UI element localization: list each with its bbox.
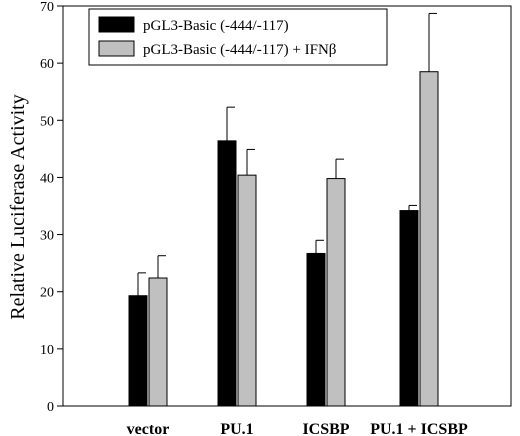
legend-label-series-1: pGL3-Basic (-444/-117): [143, 18, 289, 34]
legend-label-series-2: pGL3-Basic (-444/-117) + IFNβ: [143, 42, 336, 58]
bar-series1-3: [399, 210, 419, 407]
y-axis-title: Relative Luciferase Activity: [7, 94, 29, 319]
bar-series1-1: [217, 140, 237, 407]
x-category-label-2: ICSBP: [302, 421, 349, 436]
y-tick-label-30: 30: [40, 229, 54, 244]
x-category-label-1: PU.1: [220, 421, 253, 436]
plot-frame: [62, 5, 512, 407]
y-tick-label-40: 40: [40, 171, 54, 186]
bar-series2-3: [419, 71, 439, 407]
legend-frame: [88, 8, 388, 66]
bar-series1-2: [306, 252, 326, 407]
plot-area: 0 10 20 30 40 50 60 70 vector PU.1 ICSBP PU.1 + ICS…: [40, 0, 512, 436]
y-tick-label-20: 20: [40, 286, 54, 301]
bar-series2-2: [326, 178, 346, 407]
y-tick-label-70: 70: [40, 0, 54, 15]
bar-series2-0: [148, 277, 168, 407]
x-category-label-3: PU.1 + ICSBP: [370, 421, 468, 436]
legend-swatch-series-1: [98, 16, 135, 33]
y-tick-label-0: 0: [47, 400, 54, 415]
bar-series2-1: [237, 174, 257, 407]
y-tick-label-10: 10: [40, 343, 54, 358]
y-tick-label-50: 50: [40, 114, 54, 129]
y-tick-label-60: 60: [40, 57, 54, 72]
legend: pGL3-Basic (-444/-117) pGL3-Basic (-444/…: [88, 8, 388, 66]
x-category-label-0: vector: [127, 421, 170, 436]
legend-swatch-series-2: [98, 40, 135, 57]
bar-series1-0: [128, 295, 148, 407]
